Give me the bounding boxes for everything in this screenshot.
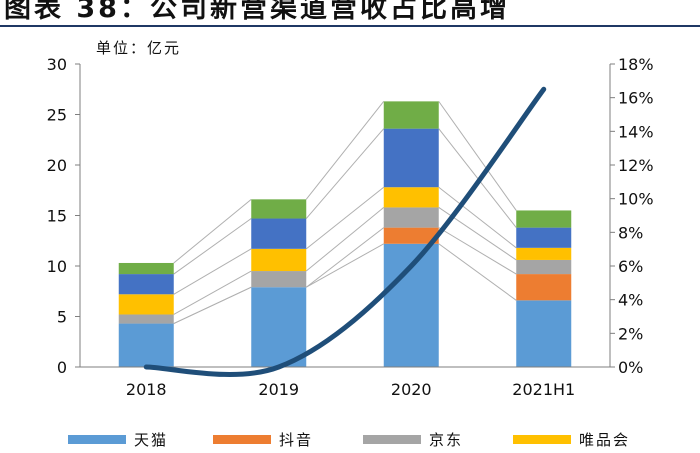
legend-swatch bbox=[68, 434, 126, 444]
legend-label: 抖音 bbox=[279, 430, 314, 449]
y-left-tick-label: 20 bbox=[47, 156, 67, 175]
connector-line bbox=[173, 218, 252, 275]
x-tick-label: 2021H1 bbox=[512, 380, 575, 399]
connector-line bbox=[173, 248, 252, 295]
legend-item: 京东 bbox=[363, 428, 463, 450]
unit-label: 单位：亿元 bbox=[96, 39, 181, 57]
y-right-tick-label: 12% bbox=[618, 156, 654, 175]
connector-line bbox=[305, 186, 385, 250]
figure-title: 图表 38：公司新营渠道营收占比高增 bbox=[4, 0, 510, 24]
bar-segment bbox=[516, 300, 572, 367]
y-right-tick-label: 8% bbox=[618, 223, 643, 242]
bar-segment bbox=[251, 271, 307, 288]
bar-segment bbox=[516, 247, 572, 260]
figure-title-bar: 图表 38：公司新营渠道营收占比高增 bbox=[0, 0, 700, 24]
connector-line bbox=[305, 207, 385, 272]
bar-segment bbox=[383, 187, 439, 208]
y-right-tick-label: 2% bbox=[618, 324, 643, 343]
connector-line bbox=[438, 243, 517, 301]
legend-label: 天猫 bbox=[134, 430, 169, 449]
bar-segment bbox=[118, 294, 174, 315]
bar-segment bbox=[251, 287, 307, 367]
bar-segment bbox=[118, 274, 174, 295]
y-left-tick-label: 10 bbox=[47, 257, 67, 276]
bar-segment bbox=[383, 128, 439, 188]
y-left-tick-label: 15 bbox=[47, 207, 67, 226]
connector-line bbox=[306, 243, 384, 288]
bar-connector-lines bbox=[173, 101, 517, 325]
chart-axes: 0 5 10 15 20 25 30 0% 2% 4% 6% 8% 10% 12% 14% 16% 18% 201… bbox=[47, 55, 654, 399]
x-tick-label: 2020 bbox=[391, 380, 432, 399]
bar-segment bbox=[383, 227, 439, 244]
connector-line bbox=[305, 128, 385, 219]
y-right-tick-label: 14% bbox=[618, 122, 654, 141]
legend-swatch bbox=[363, 434, 421, 444]
y-left-tick-label: 30 bbox=[47, 55, 67, 74]
legend-swatch bbox=[513, 434, 571, 444]
y-right-tick-label: 6% bbox=[618, 257, 643, 276]
line-series bbox=[143, 86, 547, 377]
chart-legend: 天猫 抖音 京东 唯品会 bbox=[0, 428, 700, 450]
bar-segment bbox=[516, 259, 572, 275]
title-divider bbox=[0, 25, 700, 27]
y-left-tick-label: 25 bbox=[47, 106, 67, 125]
connector-line bbox=[438, 186, 517, 249]
x-tick-label: 2018 bbox=[126, 380, 167, 399]
legend-item: 天猫 bbox=[68, 428, 168, 450]
bar-segment bbox=[383, 207, 439, 228]
y-left-tick-label: 5 bbox=[57, 308, 67, 327]
connector-line bbox=[438, 128, 517, 228]
y-right-tick-label: 18% bbox=[618, 55, 654, 74]
connector-line bbox=[173, 286, 252, 325]
bar-segment bbox=[383, 101, 439, 129]
y-left-tick-label: 0 bbox=[57, 358, 67, 377]
bar-segment bbox=[516, 227, 572, 248]
line-series-group bbox=[143, 86, 547, 377]
x-tick-label: 2019 bbox=[258, 380, 299, 399]
legend-label: 唯品会 bbox=[579, 430, 631, 449]
legend-label: 京东 bbox=[429, 430, 464, 449]
y-right-tick-label: 0% bbox=[618, 358, 643, 377]
y-right-tick-label: 4% bbox=[618, 291, 643, 310]
bar-segment bbox=[251, 248, 307, 272]
bar-segment bbox=[118, 262, 174, 275]
connector-line bbox=[305, 227, 385, 288]
bar-segment bbox=[516, 274, 572, 301]
legend-item: 抖音 bbox=[213, 428, 313, 450]
bar-segment bbox=[118, 314, 174, 324]
legend-item: 唯品会 bbox=[513, 428, 630, 450]
y-right-tick-label: 16% bbox=[618, 89, 654, 108]
connector-line bbox=[438, 227, 517, 275]
stacked-bar-line-chart: 0 5 10 15 20 25 30 0% 2% 4% 6% 8% 10% 12% 14% 16% 18% 201… bbox=[47, 39, 654, 399]
connector-line bbox=[173, 270, 252, 315]
connector-line bbox=[305, 101, 385, 200]
connector-line bbox=[173, 198, 252, 264]
bar-segment bbox=[251, 199, 307, 219]
bar-segment bbox=[251, 218, 307, 249]
bar-group bbox=[118, 101, 572, 367]
y-right-tick-label: 10% bbox=[618, 190, 654, 209]
bar-segment bbox=[383, 243, 439, 367]
legend-swatch bbox=[213, 434, 271, 444]
bar-segment bbox=[118, 323, 174, 367]
connector-line bbox=[438, 101, 517, 211]
bar-segment bbox=[516, 210, 572, 228]
